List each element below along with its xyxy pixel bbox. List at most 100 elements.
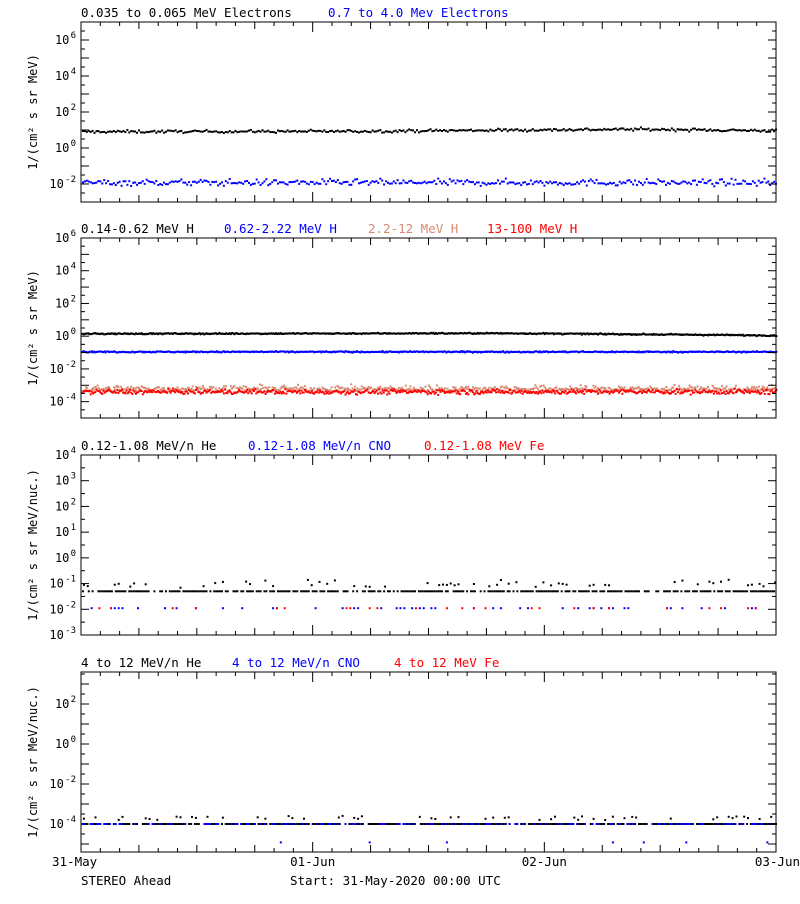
data-point <box>624 350 627 353</box>
data-point <box>525 332 528 335</box>
data-point <box>653 387 656 390</box>
data-point <box>688 823 691 825</box>
data-point <box>572 183 575 186</box>
data-point <box>358 182 360 185</box>
data-point <box>217 390 220 393</box>
data-point <box>549 332 552 335</box>
data-point <box>767 393 770 395</box>
data-point <box>334 590 337 593</box>
data-point <box>643 590 646 593</box>
data-point <box>123 388 126 391</box>
data-point <box>618 823 621 825</box>
data-point <box>728 182 731 185</box>
data-point <box>572 389 575 392</box>
data-point <box>182 388 185 390</box>
data-point <box>227 333 230 335</box>
data-point <box>664 392 667 395</box>
data-point <box>562 333 565 336</box>
data-point <box>188 389 191 392</box>
data-point <box>427 384 430 387</box>
data-point <box>421 389 423 392</box>
data-point <box>713 129 716 132</box>
data-point <box>332 823 335 825</box>
data-point <box>594 390 597 393</box>
data-point <box>433 390 436 393</box>
data-point <box>683 389 686 392</box>
data-point <box>133 582 136 585</box>
data-point <box>592 333 595 336</box>
data-point <box>573 350 576 353</box>
data-point <box>723 351 726 353</box>
data-point <box>377 823 380 825</box>
data-point <box>687 351 690 354</box>
data-point <box>331 390 334 393</box>
data-point <box>101 590 104 593</box>
data-point <box>99 350 101 353</box>
data-point <box>123 332 126 335</box>
data-point <box>527 590 530 593</box>
data-point <box>377 331 379 334</box>
data-point <box>363 129 366 132</box>
data-point <box>471 333 474 335</box>
data-point <box>741 333 744 336</box>
data-point <box>707 385 710 388</box>
data-point <box>533 823 536 825</box>
data-point <box>562 128 565 131</box>
data-point <box>436 332 438 335</box>
data-point <box>665 823 667 825</box>
data-point <box>165 130 167 133</box>
data-point <box>656 333 659 336</box>
data-point <box>128 590 131 593</box>
data-point <box>141 590 144 593</box>
data-point <box>578 332 581 335</box>
data-point <box>583 127 586 130</box>
data-point <box>236 182 239 185</box>
data-point <box>505 350 508 353</box>
data-point <box>290 387 293 390</box>
data-point <box>401 386 404 389</box>
data-point <box>686 390 689 393</box>
data-point <box>247 387 250 390</box>
data-point <box>147 389 150 392</box>
data-point <box>475 350 478 353</box>
data-point <box>130 385 133 388</box>
data-point <box>341 391 343 394</box>
data-point <box>417 181 420 184</box>
data-point <box>300 130 303 133</box>
data-point <box>641 128 644 130</box>
data-point <box>571 390 574 393</box>
data-point <box>410 351 413 353</box>
data-point <box>695 823 698 825</box>
data-point <box>433 179 436 182</box>
data-point <box>357 332 360 335</box>
data-point <box>577 332 580 335</box>
data-point <box>93 823 96 825</box>
data-point <box>99 388 101 391</box>
data-point <box>326 582 329 585</box>
data-point <box>329 391 332 394</box>
data-point <box>249 823 252 825</box>
data-point <box>591 590 594 593</box>
data-point <box>370 392 372 394</box>
data-point <box>97 350 100 353</box>
data-point <box>221 332 224 335</box>
data-point <box>500 129 503 132</box>
data-point <box>632 388 635 391</box>
data-point <box>524 823 527 825</box>
data-point <box>165 332 167 335</box>
data-point <box>616 333 619 336</box>
data-point <box>587 350 590 353</box>
data-point <box>593 332 596 335</box>
data-point <box>627 388 630 391</box>
data-point <box>763 393 766 395</box>
data-point <box>562 184 565 187</box>
data-point <box>749 351 752 353</box>
data-point <box>504 823 507 825</box>
data-point <box>717 391 720 394</box>
data-point <box>226 389 229 392</box>
data-point <box>721 392 723 395</box>
data-point <box>260 388 262 391</box>
data-point <box>604 819 607 821</box>
data-point <box>758 818 761 820</box>
data-point <box>371 180 374 183</box>
